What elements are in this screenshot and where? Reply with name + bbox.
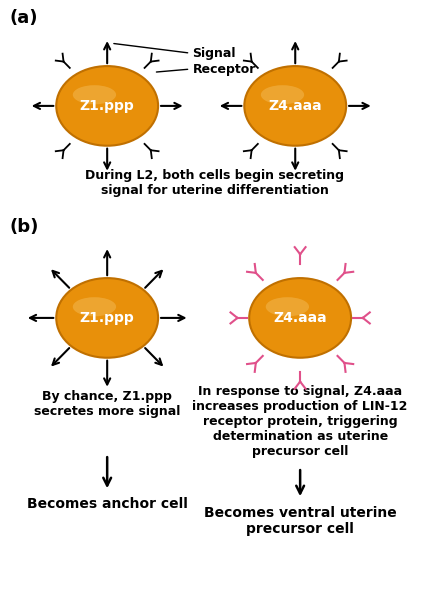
Ellipse shape xyxy=(249,278,351,358)
Text: By chance, Z1.ppp
secretes more signal: By chance, Z1.ppp secretes more signal xyxy=(34,389,181,418)
Text: (a): (a) xyxy=(9,10,38,28)
Text: In response to signal, Z4.aaa
increases production of LIN-12
receptor protein, t: In response to signal, Z4.aaa increases … xyxy=(192,385,408,458)
Text: Z1.ppp: Z1.ppp xyxy=(80,311,135,325)
Ellipse shape xyxy=(73,297,116,316)
Text: Signal: Signal xyxy=(192,47,236,59)
Ellipse shape xyxy=(56,66,158,146)
Ellipse shape xyxy=(56,278,158,358)
Text: Becomes ventral uterine
precursor cell: Becomes ventral uterine precursor cell xyxy=(204,506,396,536)
Text: During L2, both cells begin secreting
signal for uterine differentiation: During L2, both cells begin secreting si… xyxy=(85,169,344,197)
Text: (b): (b) xyxy=(9,218,39,236)
Text: Becomes anchor cell: Becomes anchor cell xyxy=(27,497,187,511)
Text: Z4.aaa: Z4.aaa xyxy=(273,311,327,325)
Ellipse shape xyxy=(266,297,309,316)
Ellipse shape xyxy=(73,85,116,104)
Text: Receptor: Receptor xyxy=(192,62,256,76)
Ellipse shape xyxy=(261,85,304,104)
Ellipse shape xyxy=(244,66,346,146)
Text: Z4.aaa: Z4.aaa xyxy=(269,99,322,113)
Text: Z1.ppp: Z1.ppp xyxy=(80,99,135,113)
